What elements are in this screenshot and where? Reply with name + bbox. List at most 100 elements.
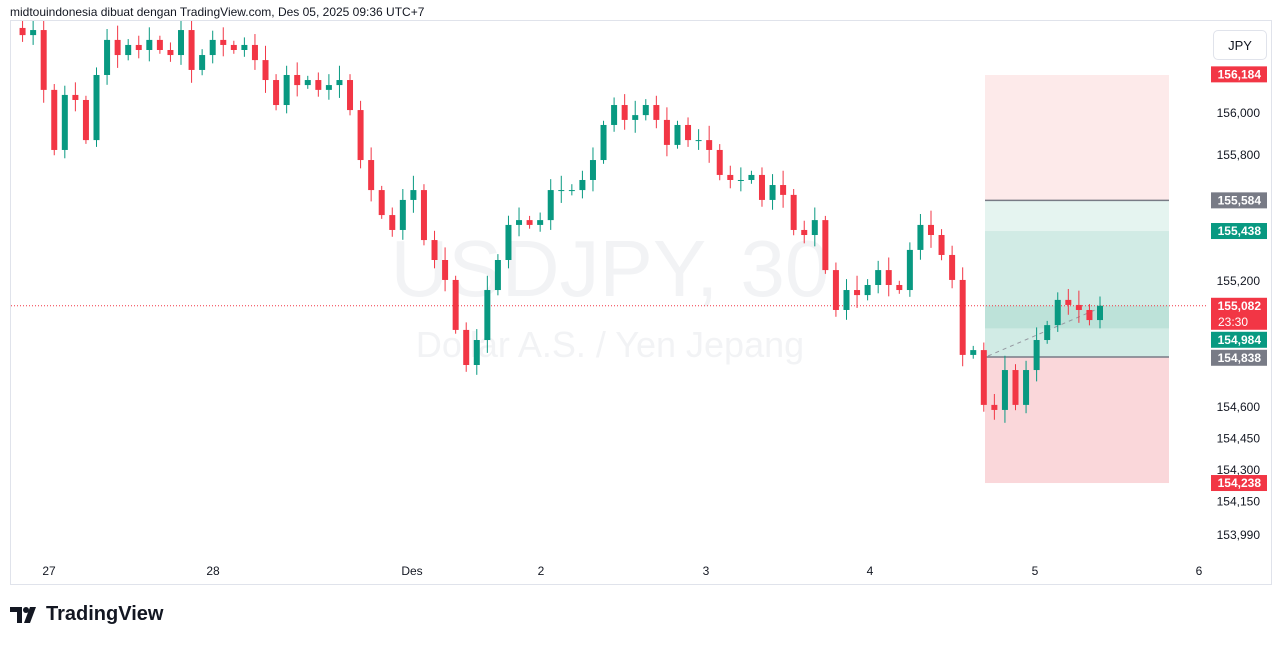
tradingview-logo[interactable]: TradingView	[10, 603, 163, 626]
candle-body	[611, 105, 618, 125]
stop-zone-upper	[985, 75, 1169, 201]
time-tick-label: 28	[206, 564, 220, 578]
target-lower-label: 154,238	[1218, 476, 1262, 490]
candle-body	[494, 260, 501, 291]
current-price-label: 155,082	[1218, 299, 1262, 313]
candle-body	[1023, 370, 1030, 405]
target-upper-label: 155,584	[1218, 193, 1262, 207]
candle-body	[442, 260, 449, 280]
candle-body	[40, 30, 47, 90]
candle-body	[241, 44, 248, 50]
time-tick-label: 3	[703, 564, 710, 578]
price-tick-label: 154,300	[1217, 463, 1261, 477]
candle-body	[748, 174, 755, 180]
candle-body	[452, 279, 459, 330]
candle-body	[822, 220, 829, 271]
time-tick-label: 2	[538, 564, 545, 578]
bid-price-tag	[1211, 331, 1267, 348]
candle-body	[19, 27, 26, 36]
candle-body	[589, 160, 596, 180]
currency-button[interactable]: JPY	[1213, 30, 1267, 60]
candle-body	[906, 249, 913, 291]
candle-body	[51, 89, 58, 150]
candle-body	[389, 215, 396, 230]
entry-lower-tag	[1211, 349, 1267, 366]
candle-body	[347, 80, 354, 111]
candle-body	[30, 30, 37, 36]
candle-body	[1097, 305, 1103, 321]
candle-body	[72, 94, 79, 100]
price-tick-label: 154,600	[1217, 400, 1261, 414]
candle-body	[420, 190, 427, 241]
candle-body	[315, 80, 322, 90]
price-tick-label: 153,990	[1217, 528, 1261, 542]
candle-body	[1075, 304, 1082, 310]
candle-body	[167, 50, 174, 56]
price-tick-label: 154,450	[1217, 432, 1261, 446]
target-lower-tag	[1211, 475, 1267, 492]
symbol-watermark: USDJPY, 30	[391, 224, 830, 313]
candle-body	[378, 190, 385, 216]
candle-body	[178, 30, 185, 56]
candle-body	[1012, 370, 1019, 405]
candle-body	[526, 220, 533, 225]
description-watermark: Dollar A.S. / Yen Jepang	[416, 324, 804, 365]
candle-body	[368, 160, 375, 191]
time-tick-label: Des	[401, 564, 422, 578]
candle-body	[410, 190, 417, 200]
candle-body	[790, 194, 797, 230]
bid-price-label: 154,984	[1218, 333, 1262, 347]
candle-body	[1065, 299, 1072, 305]
candle-body	[600, 124, 607, 161]
candle-body	[547, 190, 554, 221]
candle-body	[82, 99, 89, 141]
candle-body	[537, 220, 544, 225]
candle-body	[642, 105, 649, 116]
candle-body	[896, 284, 903, 291]
candle-body	[294, 74, 301, 86]
candle-body	[283, 74, 290, 106]
candle-body	[970, 350, 977, 355]
candle-body	[230, 44, 237, 50]
time-tick-label: 27	[42, 564, 56, 578]
candle-body	[854, 290, 861, 296]
candle-body	[1086, 309, 1093, 321]
candle-body	[811, 220, 818, 236]
candle-body	[938, 235, 945, 255]
candle-body	[875, 270, 882, 285]
price-tick-label: 154,150	[1217, 495, 1261, 509]
candle-body	[1044, 325, 1051, 341]
chart-frame	[10, 20, 1272, 585]
candle-body	[632, 115, 639, 120]
candle-body	[663, 119, 670, 145]
candle-body	[621, 105, 628, 120]
candle-body	[695, 140, 702, 142]
candle-body	[156, 39, 163, 50]
time-tick-label: 4	[867, 564, 874, 578]
candle-body	[114, 39, 121, 56]
profit-zone	[985, 231, 1169, 358]
price-tick-label: 155,200	[1217, 274, 1261, 288]
chart-header-title: midtouindonesia dibuat dengan TradingVie…	[10, 5, 425, 19]
candle-body	[188, 30, 195, 70]
candle-body	[431, 240, 438, 260]
candle-body	[273, 80, 280, 106]
candle-body	[209, 39, 216, 56]
candle-body	[885, 270, 892, 285]
current-price-tag	[1211, 297, 1267, 330]
candle-body	[832, 270, 839, 310]
candle-body	[843, 290, 850, 310]
candle-body	[357, 110, 364, 161]
candle-body	[801, 229, 808, 236]
candle-body	[737, 179, 744, 181]
candle-body	[980, 350, 987, 405]
candle-body	[917, 224, 924, 250]
candle-body	[516, 220, 523, 225]
time-tick-label: 5	[1032, 564, 1039, 578]
target-upper-tag	[1211, 192, 1267, 209]
candle-body	[125, 44, 132, 56]
profit-zone-light	[985, 200, 1169, 232]
candle-body	[716, 149, 723, 175]
candle-body	[991, 404, 998, 410]
